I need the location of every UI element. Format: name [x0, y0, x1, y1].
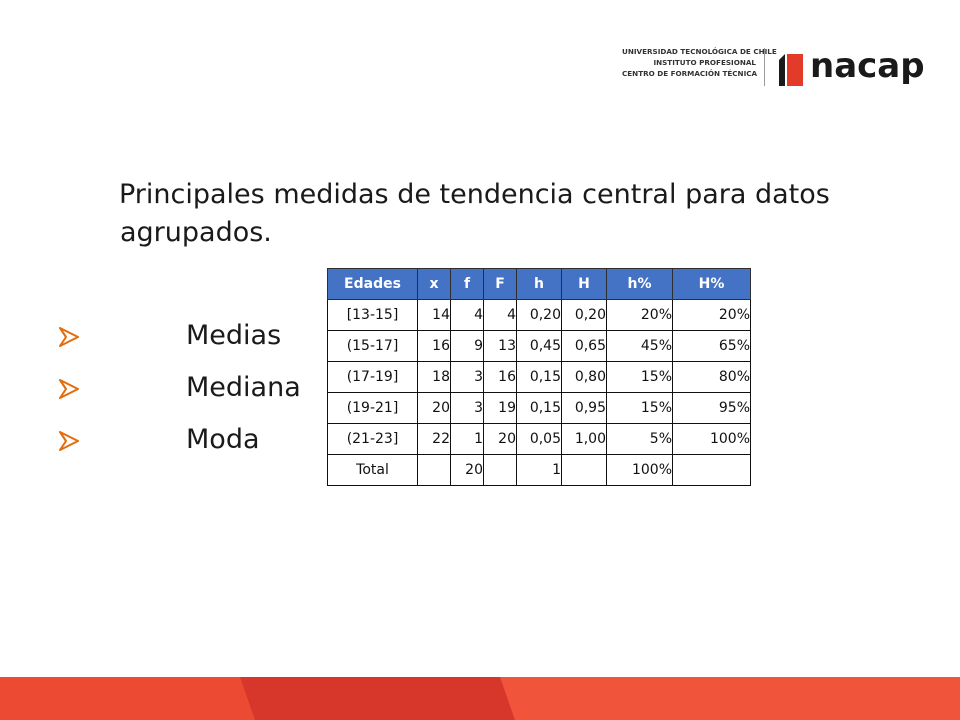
table-cell: 20% — [606, 299, 673, 331]
table-cell: 0,95 — [561, 392, 607, 424]
table-row: (17-19] 18 3 16 0,15 0,80 15% 80% — [327, 361, 751, 393]
table-cell: [13-15] — [327, 299, 418, 331]
table-row: (21-23] 22 1 20 0,05 1,00 5% 100% — [327, 423, 751, 455]
table-cell: 0,20 — [561, 299, 607, 331]
table-cell: 4 — [483, 299, 517, 331]
table-header-cell: H — [561, 268, 607, 300]
table-cell: 20 — [483, 423, 517, 455]
footer-band — [0, 677, 960, 720]
table-cell: 1 — [450, 423, 484, 455]
table-cell: 100% — [672, 423, 751, 455]
table-cell: 14 — [417, 299, 451, 331]
table-cell: 95% — [672, 392, 751, 424]
table-cell: Total — [327, 454, 418, 486]
table-row: (19-21] 20 3 19 0,15 0,95 15% 95% — [327, 392, 751, 424]
table-cell: 1,00 — [561, 423, 607, 455]
table-header-cell: h — [516, 268, 562, 300]
table-cell: 1 — [516, 454, 562, 486]
arrow-bullet-icon — [59, 431, 79, 451]
table-header-cell: f — [450, 268, 484, 300]
table-cell: 9 — [450, 330, 484, 362]
table-cell: 5% — [606, 423, 673, 455]
table-cell: 0,45 — [516, 330, 562, 362]
table-cell: 4 — [450, 299, 484, 331]
table-cell: 22 — [417, 423, 451, 455]
table-header-row: Edades x f F h H h% H% — [327, 268, 751, 300]
table-cell: 0,65 — [561, 330, 607, 362]
table-cell: 20 — [450, 454, 484, 486]
table-cell: (15-17] — [327, 330, 418, 362]
logo-mark-icon — [779, 54, 803, 86]
table-cell: 3 — [450, 361, 484, 393]
institution-logo: UNIVERSIDAD TECNOLÓGICA DE CHILE INSTITU… — [622, 46, 932, 96]
table-cell: 20 — [417, 392, 451, 424]
table-cell: (21-23] — [327, 423, 418, 455]
table-cell: 0,20 — [516, 299, 562, 331]
title-line-1: Principales medidas de tendencia central… — [119, 179, 830, 210]
logo-subtitle: UNIVERSIDAD TECNOLÓGICA DE CHILE INSTITU… — [622, 46, 777, 79]
table-header-cell: F — [483, 268, 517, 300]
bullet-label: Medias — [186, 320, 282, 351]
table-row: (15-17] 16 9 13 0,45 0,65 45% 65% — [327, 330, 751, 362]
bullet-label: Mediana — [186, 372, 301, 403]
table-cell: (17-19] — [327, 361, 418, 393]
table-cell: 15% — [606, 361, 673, 393]
table-cell: (19-21] — [327, 392, 418, 424]
table-header-cell: Edades — [327, 268, 418, 300]
table-cell — [417, 454, 451, 486]
table-cell: 0,15 — [516, 392, 562, 424]
table-cell — [483, 454, 517, 486]
table-cell: 19 — [483, 392, 517, 424]
slide-title: Principales medidas de tendencia central… — [119, 176, 879, 252]
arrow-bullet-icon — [59, 327, 79, 347]
logo-line-1: UNIVERSIDAD TECNOLÓGICA DE CHILE — [622, 47, 777, 56]
table-cell: 0,15 — [516, 361, 562, 393]
table-header-cell: x — [417, 268, 451, 300]
logo-wordmark: nacap — [810, 46, 925, 86]
table-row: [13-15] 14 4 4 0,20 0,20 20% 20% — [327, 299, 751, 331]
frequency-table: Edades x f F h H h% H% [13-15] 14 4 4 0,… — [327, 268, 751, 486]
table-cell: 16 — [483, 361, 517, 393]
table-cell: 15% — [606, 392, 673, 424]
table-cell: 3 — [450, 392, 484, 424]
table-cell: 0,05 — [516, 423, 562, 455]
table-cell: 65% — [672, 330, 751, 362]
arrow-bullet-icon — [59, 379, 79, 399]
table-cell: 45% — [606, 330, 673, 362]
table-cell: 20% — [672, 299, 751, 331]
bullet-label: Moda — [186, 424, 260, 455]
table-header-cell: H% — [672, 268, 751, 300]
table-cell: 0,80 — [561, 361, 607, 393]
table-cell — [672, 454, 751, 486]
title-line-2: agrupados. — [120, 217, 272, 248]
table-cell: 13 — [483, 330, 517, 362]
logo-divider — [764, 48, 765, 86]
logo-line-2: INSTITUTO PROFESIONAL — [653, 58, 756, 67]
table-cell: 18 — [417, 361, 451, 393]
table-cell: 16 — [417, 330, 451, 362]
table-cell — [561, 454, 607, 486]
table-cell: 100% — [606, 454, 673, 486]
table-total-row: Total 20 1 100% — [327, 454, 751, 486]
logo-line-3: CENTRO DE FORMACIÓN TÉCNICA — [622, 69, 758, 78]
table-header-cell: h% — [606, 268, 673, 300]
table-cell: 80% — [672, 361, 751, 393]
